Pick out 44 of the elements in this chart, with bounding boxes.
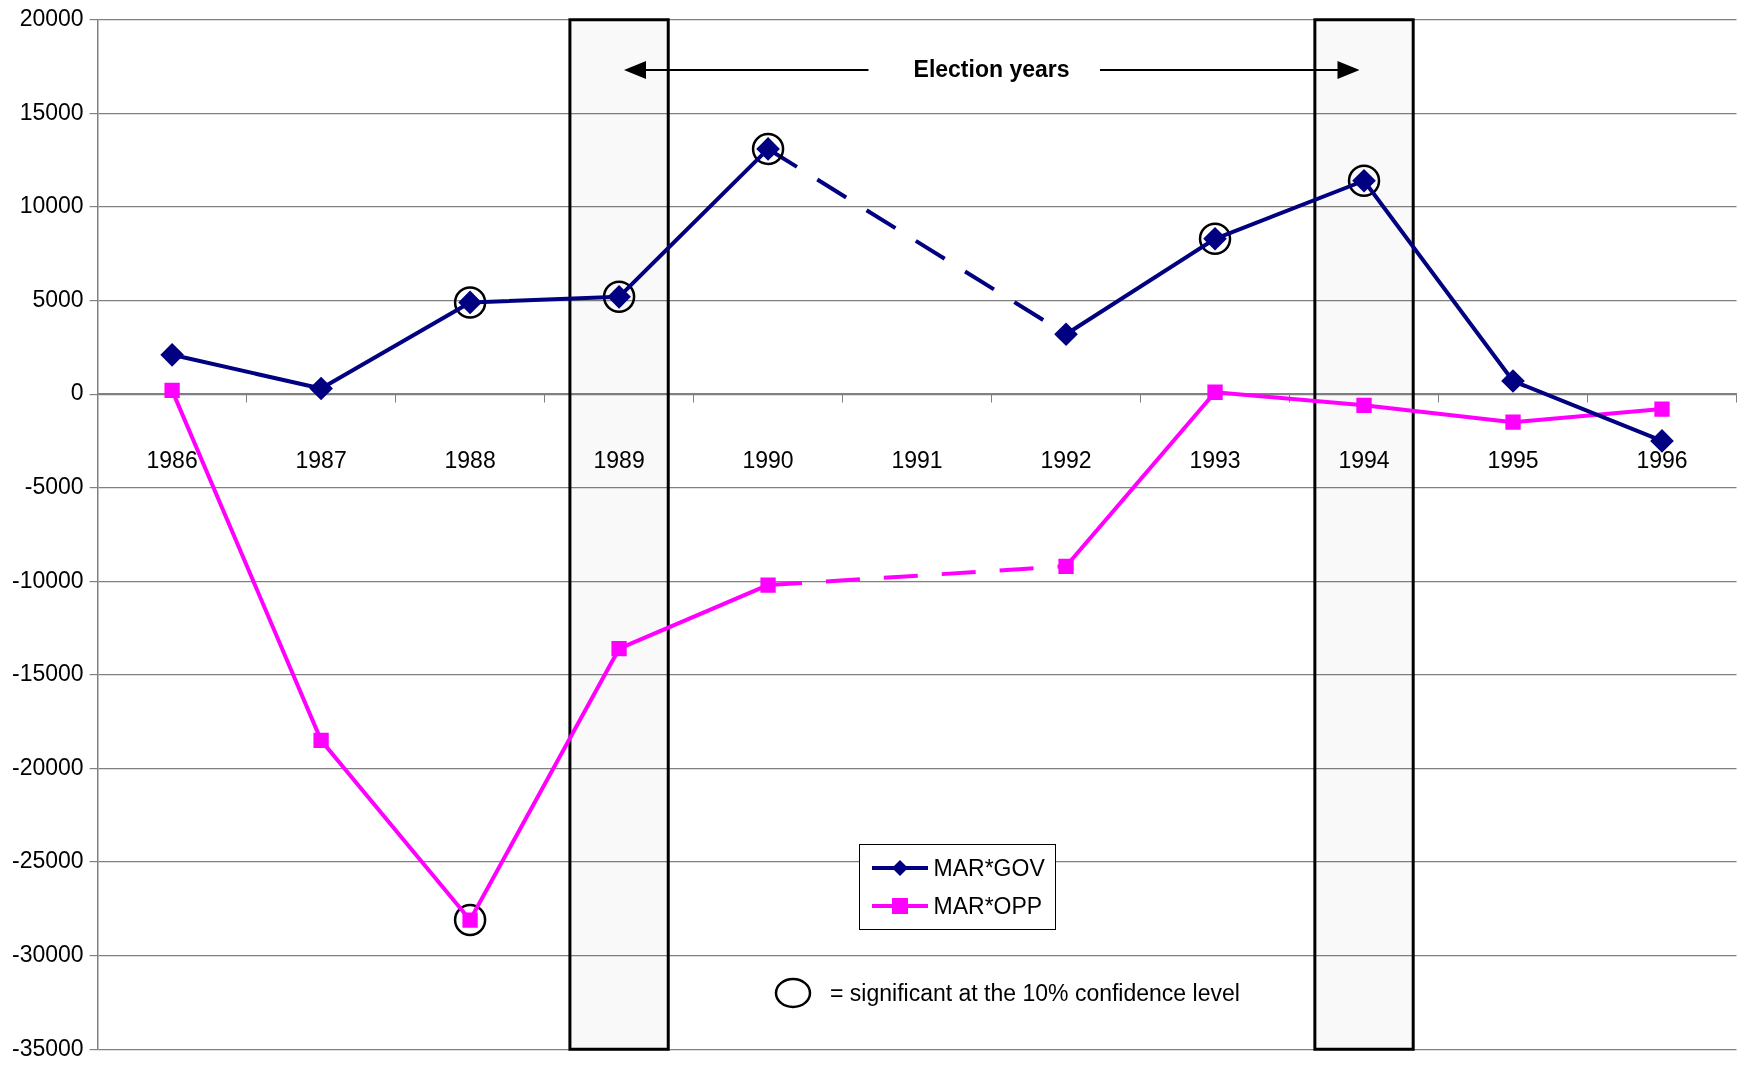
point	[1356, 397, 1372, 414]
point	[1654, 401, 1670, 417]
x-tick-label: 1996	[1636, 447, 1688, 474]
x-tick-label: 1986	[146, 447, 198, 474]
point	[310, 377, 333, 400]
y-tick-label: 0	[70, 379, 84, 406]
annotation: Election years	[913, 56, 1070, 84]
x-tick-label: 1994	[1338, 447, 1390, 474]
point	[1505, 414, 1521, 430]
y-tick-label: -35000	[11, 1034, 84, 1061]
y-tick-label: 5000	[32, 285, 84, 312]
point	[453, 903, 487, 937]
y-tick-label: -20000	[11, 753, 84, 780]
point	[602, 280, 636, 314]
point	[453, 286, 487, 319]
point	[313, 732, 329, 749]
y-tick-label: 20000	[19, 5, 84, 32]
point	[1502, 370, 1525, 393]
x-tick-label: 1988	[444, 447, 496, 474]
point	[1651, 429, 1674, 452]
y-tick-label: -25000	[11, 847, 84, 874]
point	[1198, 222, 1232, 256]
x-tick-label: 1991	[891, 447, 943, 474]
legend-label: MAR*OPP	[933, 892, 1043, 920]
point	[164, 382, 180, 399]
y-tick-label: -15000	[11, 660, 84, 687]
legend-label: MAR*GOV	[933, 854, 1045, 882]
x-tick-label: 1995	[1487, 447, 1539, 474]
y-tick-label: -5000	[24, 473, 84, 500]
x-tick-label: 1993	[1189, 447, 1241, 474]
y-tick-label: 10000	[19, 192, 84, 219]
point	[1347, 164, 1381, 198]
x-tick-label: 1990	[742, 447, 794, 474]
y-tick-label: -10000	[11, 566, 84, 593]
y-tick-label: 15000	[19, 98, 84, 125]
x-tick-label: 1987	[295, 447, 347, 474]
point	[161, 343, 184, 366]
x-tick-label: 1992	[1040, 447, 1092, 474]
x-tick-label: 1989	[593, 447, 645, 474]
annotation: = significant at the 10% confidence level	[830, 979, 1240, 1007]
point	[751, 132, 785, 166]
point	[611, 641, 627, 657]
y-tick-label: -30000	[11, 940, 84, 967]
point	[1207, 384, 1223, 400]
